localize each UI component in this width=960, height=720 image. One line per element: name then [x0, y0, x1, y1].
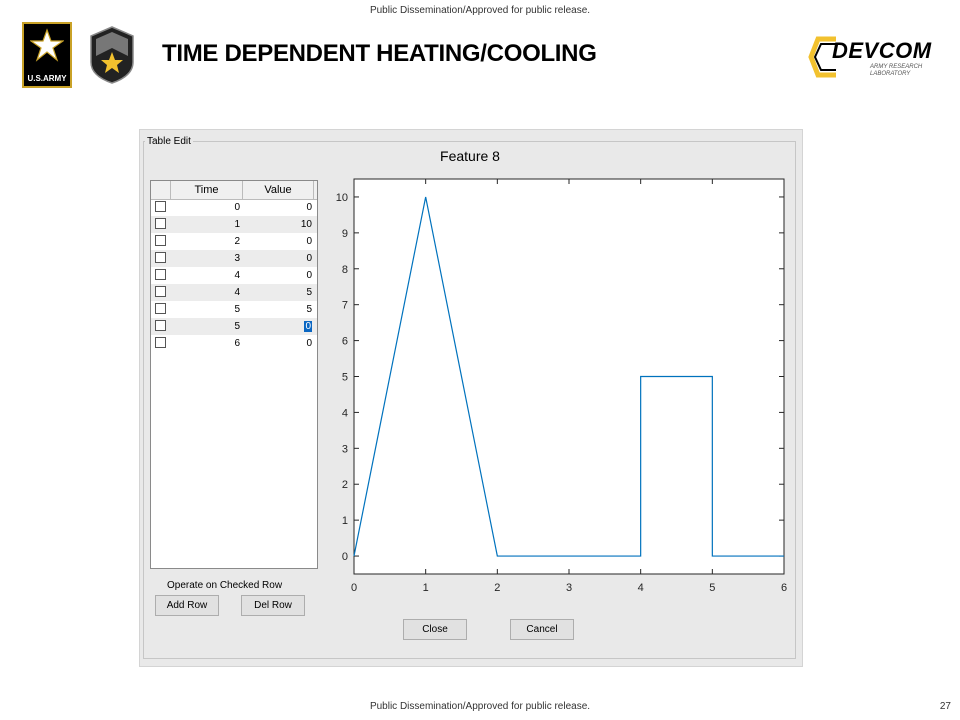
row-checkbox[interactable] — [155, 252, 166, 263]
close-button[interactable]: Close — [403, 619, 467, 640]
value-cell[interactable]: 0 — [306, 236, 312, 247]
selected-value-text[interactable]: 0 — [304, 321, 312, 332]
y-tick-label: 7 — [342, 300, 348, 312]
y-tick-label: 0 — [342, 551, 348, 563]
time-cell[interactable]: 0 — [234, 202, 240, 213]
y-tick-label: 10 — [336, 192, 348, 204]
time-cell[interactable]: 4 — [234, 270, 240, 281]
feature-plot: 0 1 2 3 4 5 6 0 1 2 3 4 5 6 7 8 9 10 — [336, 178, 787, 594]
table-header: Time Value — [151, 181, 317, 200]
series-line — [353, 196, 784, 557]
operate-label: Operate on Checked Row — [167, 580, 283, 591]
y-tick-label: 3 — [342, 443, 348, 455]
time-cell[interactable]: 5 — [234, 321, 240, 332]
top-banner: Public Dissemination/Approved for public… — [369, 5, 591, 16]
row-checkbox[interactable] — [155, 303, 166, 314]
y-tick-label: 5 — [342, 372, 348, 384]
devcom-logo-subtext: ARMY RESEARCH LABORATORY — [870, 64, 923, 77]
value-cell[interactable]: 5 — [306, 287, 312, 298]
value-cell[interactable]: 5 — [306, 304, 312, 315]
row-checkbox[interactable] — [155, 337, 166, 348]
value-cell[interactable]: 0 — [306, 202, 312, 213]
value-cell[interactable]: 0 — [306, 253, 312, 264]
x-tick-label: 3 — [566, 582, 572, 594]
row-checkbox[interactable] — [155, 218, 166, 229]
value-cell[interactable]: 10 — [300, 219, 312, 230]
column-header-time[interactable]: Time — [170, 181, 242, 199]
time-cell[interactable]: 4 — [234, 287, 240, 298]
army-logo-text: U.S.ARMY — [27, 74, 67, 83]
y-tick-label: 9 — [342, 228, 348, 240]
x-tick-label: 6 — [781, 582, 787, 594]
add-row-button[interactable]: Add Row — [155, 595, 219, 616]
y-tick-label: 2 — [342, 479, 348, 491]
table-edit-groupbox — [143, 141, 796, 659]
time-cell[interactable]: 3 — [234, 253, 240, 264]
y-tick-label: 4 — [342, 407, 348, 419]
del-row-button[interactable]: Del Row — [241, 595, 305, 616]
devcom-logo: DEVCOM ARMY RESEARCH LABORATORY — [808, 36, 940, 80]
plot-area — [353, 178, 785, 575]
time-cell[interactable]: 6 — [234, 338, 240, 349]
y-tick-label: 6 — [342, 336, 348, 348]
y-tick-label: 8 — [342, 264, 348, 276]
bottom-banner: Public Dissemination/Approved for public… — [369, 701, 591, 712]
x-tick-label: 1 — [423, 582, 429, 594]
army-star-icon — [30, 28, 64, 62]
time-cell[interactable]: 1 — [234, 219, 240, 230]
value-cell[interactable]: 0 — [306, 270, 312, 281]
us-army-logo: U.S.ARMY — [22, 22, 72, 88]
group-label: Table Edit — [145, 136, 193, 147]
value-cell[interactable]: 0 — [242, 318, 312, 335]
devcom-logo-text: DEVCOM — [832, 38, 932, 63]
slide-title: TIME DEPENDENT HEATING/COOLING — [162, 40, 597, 67]
page-number: 27 — [939, 701, 951, 712]
cancel-button[interactable]: Cancel — [510, 619, 574, 640]
time-cell[interactable]: 5 — [234, 304, 240, 315]
table-row[interactable]: 1 10 — [151, 216, 317, 233]
x-tick-label: 5 — [709, 582, 715, 594]
row-checkbox[interactable] — [155, 201, 166, 212]
x-tick-label: 4 — [638, 582, 644, 594]
row-checkbox[interactable] — [155, 320, 166, 331]
time-cell[interactable]: 2 — [234, 236, 240, 247]
row-checkbox[interactable] — [155, 235, 166, 246]
x-tick-label: 0 — [351, 582, 357, 594]
time-value-table[interactable]: Time Value 0 0 1 10 2 0 3 0 4 0 4 5 5 5 5 0 6 0 — [150, 180, 318, 569]
column-header-value[interactable]: Value — [242, 181, 314, 199]
value-cell[interactable]: 0 — [306, 338, 312, 349]
row-checkbox[interactable] — [155, 269, 166, 280]
army-futures-command-logo — [90, 26, 134, 89]
chart-title: Feature 8 — [440, 148, 500, 164]
row-checkbox[interactable] — [155, 286, 166, 297]
y-tick-label: 1 — [342, 515, 348, 527]
x-tick-label: 2 — [494, 582, 500, 594]
